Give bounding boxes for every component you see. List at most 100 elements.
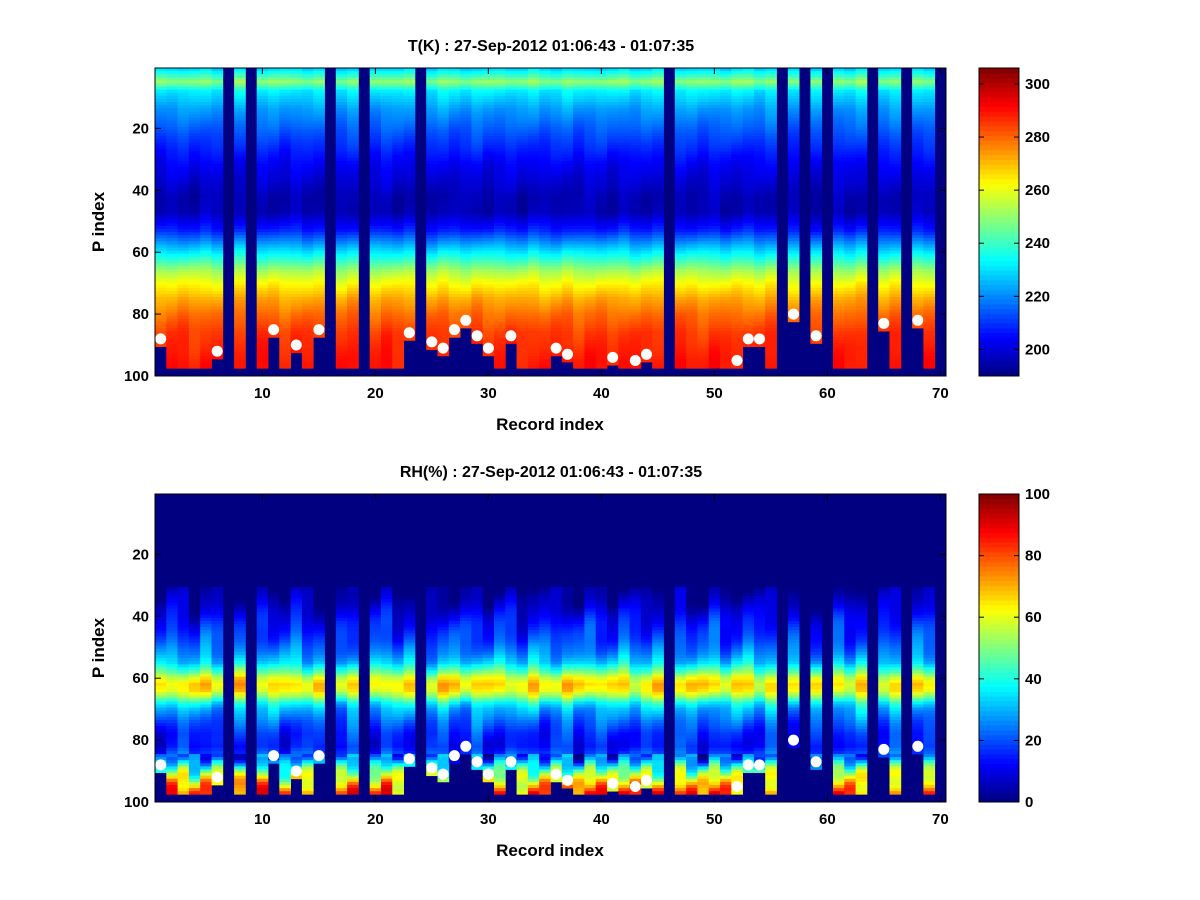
heatmap-cell [234,191,246,196]
heatmap-cell [471,238,484,242]
heatmap-cell [256,154,269,159]
heatmap-cell [787,92,800,97]
heatmap-cell [584,201,597,205]
heatmap-cell [686,114,698,118]
heatmap-cell [833,182,845,187]
heatmap-cell [211,133,224,137]
heatmap-cell [708,287,721,292]
heatmap-cell [652,157,664,162]
heatmap-cell [652,290,664,295]
heatmap-cell [177,324,190,329]
heatmap-cell [697,80,710,84]
heatmap-cell [256,244,269,248]
heatmap-cell [844,86,856,91]
heatmap-cell [595,290,608,295]
heatmap-cell [539,281,551,286]
heatmap-cell [403,179,416,183]
heatmap-cell [674,148,687,152]
heatmap-cell [268,163,280,168]
heatmap-cell [652,228,664,233]
heatmap-cell [166,340,178,344]
heatmap-cell [629,259,642,264]
heatmap-cell [652,216,664,221]
heatmap-cell [618,287,630,292]
heatmap-cell [765,120,777,125]
heatmap-cell [550,179,563,183]
heatmap-cell [234,133,246,137]
heatmap-cell [595,352,608,357]
heatmap-cell [471,176,484,180]
heatmap-cell [369,114,382,118]
heatmap-cell [833,133,845,137]
heatmap-cell [607,198,619,202]
heatmap-cell [381,213,393,217]
heatmap-cell [640,232,653,236]
heatmap-cell [200,321,212,326]
heatmap-cell [697,148,710,152]
heatmap-cell [686,331,698,335]
heatmap-cell [652,163,664,168]
heatmap-cell [460,201,472,205]
heatmap-cell [539,105,551,109]
heatmap-cell [347,343,359,347]
heatmap-cell [335,142,348,146]
heatmap-cell [188,303,201,307]
heatmap-cell [629,86,642,91]
heatmap-cell [697,86,710,91]
heatmap-cell [290,272,303,276]
heatmap-cell [279,275,291,279]
heatmap-cell [313,114,325,118]
heatmap-cell [426,244,438,248]
heatmap-cell [731,185,743,190]
heatmap-cell [505,71,517,75]
heatmap-cell [765,216,777,221]
heatmap-cell [607,86,619,91]
heatmap-cell [708,204,721,208]
heatmap-cell [527,176,540,180]
heatmap-cell [686,179,698,183]
heatmap-cell [833,334,845,338]
heatmap-cell [403,266,416,270]
heatmap-cell [516,241,529,245]
heatmap-cell [844,321,856,326]
heatmap-cell [618,362,630,366]
heatmap-cell [618,263,630,267]
heatmap-cell [595,259,608,264]
heatmap-cell [200,293,212,298]
heatmap-cell [177,331,190,335]
heatmap-cell [697,247,710,252]
heatmap-cell [753,343,766,347]
heatmap-cell [494,263,506,267]
heatmap-cell [640,167,653,171]
heatmap-cell [618,98,630,103]
heatmap-cell [527,309,540,313]
heatmap-cell [720,98,732,103]
heatmap-cell [256,80,269,84]
heatmap-cell [268,315,280,320]
heatmap-cell [268,334,280,338]
heatmap-cell [539,89,551,94]
heatmap-cell [268,300,280,304]
heatmap-cell [256,309,269,313]
heatmap-cell [211,337,224,341]
heatmap-cell [505,163,517,168]
heatmap-cell [448,120,461,125]
heatmap-cell [539,80,551,84]
heatmap-cell [720,275,732,279]
heatmap-cell [640,126,653,131]
heatmap-cell [584,315,597,320]
heatmap-cell [268,256,280,261]
heatmap-cell [674,321,687,326]
heatmap-cell [708,259,721,264]
heatmap-cell [765,191,777,196]
heatmap-cell [629,68,642,72]
heatmap-cell [392,278,404,282]
heatmap-cell [652,170,664,174]
heatmap-cell [539,256,551,261]
heatmap-cell [369,89,382,94]
heatmap-cell [471,148,484,152]
heatmap-cell [166,194,178,199]
heatmap-cell [550,111,563,115]
heatmap-cell [313,83,325,87]
heatmap-cell [211,204,224,208]
